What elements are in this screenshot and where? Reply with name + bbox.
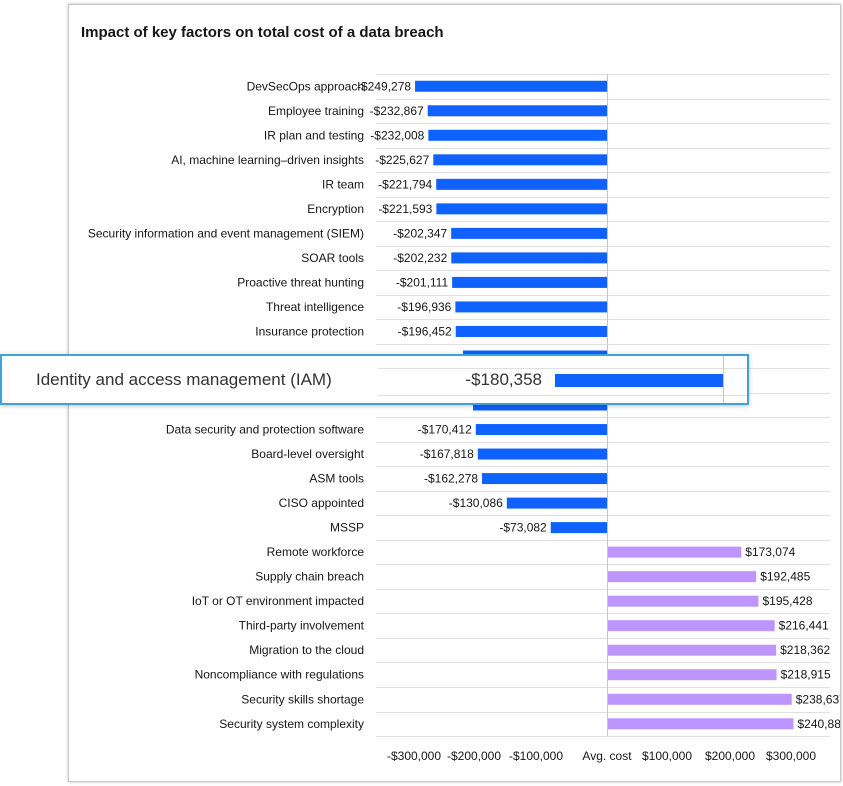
category-label: SOAR tools: [301, 251, 364, 265]
grid-lines: [376, 74, 830, 737]
category-label: Data security and protection software: [166, 423, 364, 437]
data-label: -$221,593: [378, 202, 432, 216]
bar: [455, 301, 607, 313]
x-axis-ticks: -$300,000 -$200,000 -$100,000 Avg. cost $100…: [387, 749, 816, 763]
data-label: -$196,936: [397, 300, 451, 314]
data-label: $218,362: [780, 643, 830, 657]
category-label: Security information and event managemen…: [88, 226, 364, 240]
category-label: Remote workforce: [267, 545, 365, 559]
data-label: -$162,278: [424, 472, 478, 486]
callout-zero-line: [723, 356, 724, 403]
bar: [608, 669, 777, 681]
bar: [436, 203, 607, 215]
bar: [608, 718, 794, 730]
category-label: Security system complexity: [219, 717, 364, 731]
callout-category-label: Identity and access management (IAM): [36, 370, 332, 389]
bar: [608, 644, 777, 656]
x-tick-label: $100,000: [642, 749, 692, 763]
data-label: -$196,452: [398, 324, 452, 338]
bar: [473, 399, 607, 411]
data-label: -$232,867: [370, 104, 424, 118]
bar: [428, 129, 607, 141]
data-label: $240,889: [797, 717, 840, 731]
data-label: -$202,232: [393, 251, 447, 265]
data-label: -$225,627: [375, 153, 429, 167]
bar: [451, 227, 607, 239]
data-label: -$202,347: [393, 226, 447, 240]
bar: [455, 325, 607, 337]
category-label: AI, machine learning–driven insights: [171, 153, 364, 167]
bar: [452, 276, 607, 288]
category-label: IR plan and testing: [264, 128, 364, 142]
data-label: -$73,082: [499, 521, 547, 535]
bar: [482, 473, 607, 485]
bar: [608, 595, 759, 607]
callout-grid-line: [378, 368, 747, 369]
data-label: $238,637: [796, 692, 840, 706]
bar: [475, 424, 607, 436]
category-label: MSSP: [330, 521, 364, 535]
category-label: DevSecOps approach: [247, 79, 364, 93]
x-tick-label: $200,000: [705, 749, 755, 763]
category-label: CISO appointed: [279, 496, 364, 510]
category-label: Employee training: [268, 104, 364, 118]
callout-bar: [555, 374, 723, 387]
category-label: IR team: [322, 177, 364, 191]
data-label: $173,074: [745, 545, 795, 559]
category-label: Board-level oversight: [251, 447, 364, 461]
bar: [608, 546, 742, 558]
highlight-callout: Identity and access management (IAM) -$1…: [0, 354, 749, 405]
bar: [608, 620, 775, 632]
bar: [477, 448, 607, 460]
category-label: ASM tools: [309, 472, 364, 486]
callout-grid-line: [378, 395, 747, 396]
bar: [550, 522, 607, 534]
data-label: -$170,412: [418, 423, 472, 437]
x-tick-label: -$100,000: [509, 749, 563, 763]
category-label: Noncompliance with regulations: [195, 668, 364, 682]
category-label: Insurance protection: [255, 324, 364, 338]
data-label: -$201,111: [396, 275, 449, 289]
callout-value-label: -$180,358: [465, 370, 542, 389]
data-label: -$221,794: [378, 177, 432, 191]
bar: [433, 154, 607, 166]
category-label: Migration to the cloud: [249, 643, 364, 657]
data-label: -$130,086: [449, 496, 503, 510]
x-tick-label: -$200,000: [447, 749, 501, 763]
category-label: Threat intelligence: [266, 300, 364, 314]
bar: [608, 571, 757, 583]
data-label: $192,485: [760, 570, 810, 584]
category-label: Security skills shortage: [241, 692, 364, 706]
category-label: IoT or OT environment impacted: [192, 594, 364, 608]
data-label: $195,428: [762, 594, 812, 608]
x-tick-label: -$300,000: [387, 749, 441, 763]
x-tick-label: $300,000: [766, 749, 816, 763]
data-label: -$232,008: [370, 128, 424, 142]
category-label: Supply chain breach: [255, 570, 364, 584]
category-labels: DevSecOps approach Employee training IR pl…: [88, 79, 365, 731]
bar: [608, 693, 792, 705]
data-label: $218,915: [781, 668, 831, 682]
category-label: Third-party involvement: [239, 619, 365, 633]
data-labels: -$249,278 -$232,867 -$232,008 -$225,627 -$22…: [357, 79, 840, 731]
category-label: Encryption: [307, 202, 364, 216]
bar: [427, 105, 607, 117]
bar: [415, 80, 607, 92]
bar: [451, 252, 607, 264]
data-label: $216,441: [779, 619, 829, 633]
category-label: Proactive threat hunting: [237, 275, 364, 289]
data-label: -$249,278: [357, 79, 411, 93]
x-tick-label: Avg. cost: [582, 749, 632, 763]
data-label: -$167,818: [420, 447, 474, 461]
bars: [415, 80, 794, 730]
bar: [436, 178, 607, 190]
bar: [506, 497, 607, 509]
chart-title: Impact of key factors on total cost of a…: [81, 24, 444, 41]
